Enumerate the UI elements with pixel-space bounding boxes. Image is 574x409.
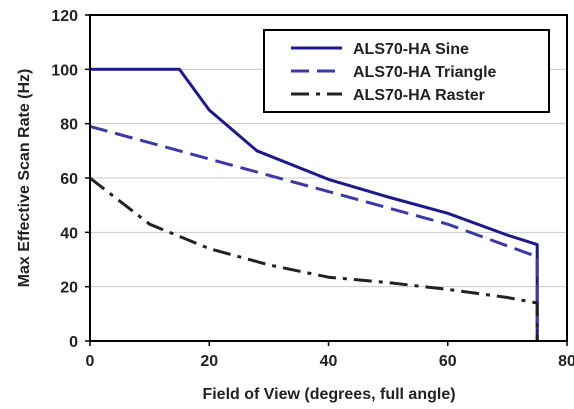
- legend-label-2: ALS70-HA Raster: [353, 87, 485, 104]
- x-tick-label: 40: [320, 353, 338, 370]
- y-tick-label: 0: [69, 334, 78, 351]
- x-tick-label: 20: [200, 353, 218, 370]
- y-tick-label: 120: [51, 8, 78, 25]
- x-tick-label: 60: [439, 353, 457, 370]
- series-line-0: [90, 67, 539, 341]
- y-axis-label: Max Effective Scan Rate (Hz): [16, 69, 33, 288]
- y-tick-label: 80: [60, 117, 78, 134]
- x-tick-label: 80: [558, 353, 574, 370]
- y-tick-label: 40: [60, 225, 78, 242]
- y-tick-label: 20: [60, 280, 78, 297]
- legend-box: [263, 29, 550, 113]
- y-tick-label: 60: [60, 171, 78, 188]
- series-line-1: [89, 124, 539, 341]
- y-tick-label: 100: [51, 62, 78, 79]
- x-tick-label: 0: [86, 353, 95, 370]
- x-axis-label: Field of View (degrees, full angle): [202, 386, 455, 403]
- series-lines: [89, 67, 539, 341]
- legend: ALS70-HA Sine ALS70-HA Triangle ALS70-HA R…: [263, 29, 550, 113]
- legend-label-0: ALS70-HA Sine: [353, 41, 469, 58]
- axis-ticks: 0 20 40 60 80 100 120 0 20 40 60 80: [51, 8, 574, 370]
- legend-label-1: ALS70-HA Triangle: [353, 64, 497, 81]
- series-line-2: [89, 176, 539, 341]
